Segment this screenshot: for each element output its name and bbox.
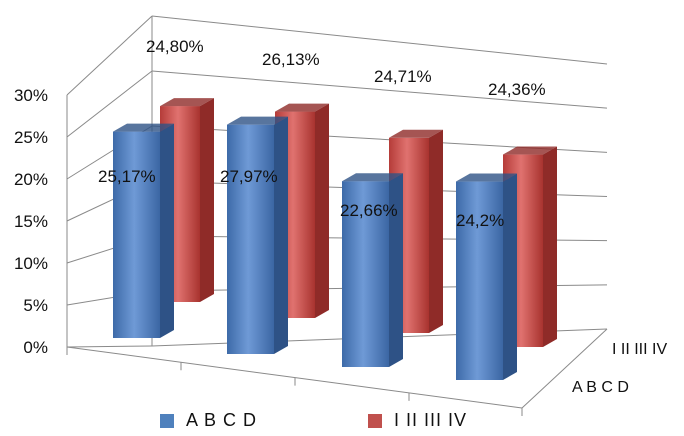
bar-series-2-side: [200, 98, 214, 302]
bar-series-1-front: [227, 124, 274, 355]
bar-series-1-top: [342, 173, 403, 182]
bar-series-2-side: [543, 146, 557, 347]
y-tick-label: 5%: [23, 296, 48, 315]
bar-series-1-side: [274, 116, 288, 355]
bar-series-1-side: [389, 173, 403, 367]
y-tick-label: 20%: [14, 170, 48, 189]
depth-label-series-1: A B C D: [572, 379, 629, 396]
y-tick-label: 30%: [14, 86, 48, 105]
bar-series-1-top: [456, 173, 517, 182]
data-label-series-1: 27,97%: [220, 167, 278, 186]
depth-label-series-2: I II III IV: [612, 341, 667, 358]
bar-series-1-top: [227, 116, 288, 125]
chart-bars: [113, 98, 557, 380]
legend-item-series-1: A B C D: [160, 410, 257, 431]
grid-back-line: [151, 15, 608, 65]
bar-series-2-top: [503, 146, 557, 155]
bar-series-2-side: [315, 103, 329, 318]
bar-series-1-front: [342, 181, 389, 367]
legend-swatch-red: [368, 413, 382, 428]
floor-front-edge: [66, 346, 523, 409]
chart-labels: 0% 5% 10% 15% 20% 25% 30% I II III IV A B C D 24,…: [14, 37, 667, 396]
grid-back-line: [151, 70, 608, 109]
grid-side-line: [66, 70, 153, 138]
grid-side-line: [66, 15, 153, 96]
data-label-series-1: 24,2%: [456, 211, 504, 230]
y-tick-label: 10%: [14, 254, 48, 273]
legend-label-series-1: A B C D: [186, 410, 258, 430]
data-label-series-2: 24,71%: [374, 67, 432, 86]
bar-series-2-top: [275, 103, 329, 112]
bar-series-1-side: [160, 123, 174, 338]
data-label-series-2: 26,13%: [262, 50, 320, 69]
y-tick-label: 0%: [23, 338, 48, 357]
legend-item-series-2: I II III IV: [368, 410, 467, 431]
bar-series-2-top: [389, 129, 443, 138]
data-label-series-2: 24,36%: [488, 80, 546, 99]
legend-swatch-blue: [160, 413, 174, 428]
bar-series-1-side: [503, 173, 517, 380]
bar-series-2-top: [160, 98, 214, 107]
floor-right-edge: [521, 328, 608, 409]
grid-side-line: [66, 345, 153, 348]
bar-series-2-side: [429, 129, 443, 333]
data-label-series-1: 25,17%: [98, 167, 156, 186]
y-tick-label: 25%: [14, 128, 48, 147]
y-tick-label: 15%: [14, 212, 48, 231]
legend-label-series-2: I II III IV: [394, 410, 468, 430]
bar-series-1-top: [113, 123, 174, 132]
bar-series-1-front: [456, 181, 503, 380]
data-label-series-1: 22,66%: [340, 201, 398, 220]
legend: A B C D I II III IV: [0, 406, 684, 436]
bar-series-1-front: [113, 131, 160, 338]
data-label-series-2: 24,80%: [146, 37, 204, 56]
